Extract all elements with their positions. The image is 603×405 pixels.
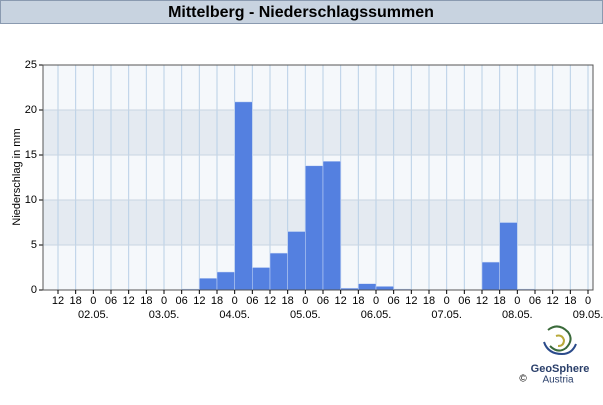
x-date-label: 08.05. <box>502 309 533 321</box>
x-date-label: 04.05. <box>219 309 250 321</box>
x-tick-label: 12 <box>52 295 64 307</box>
x-tick-label: 06 <box>458 295 470 307</box>
x-tick-label: 12 <box>405 295 417 307</box>
logo-icon <box>555 334 566 347</box>
plot-border <box>42 64 594 291</box>
x-tick-label: 0 <box>232 295 238 307</box>
logo-name: GeoSphere <box>531 363 590 375</box>
x-tick-label: 0 <box>373 295 379 307</box>
bar <box>481 261 500 291</box>
logo-icon <box>547 325 572 352</box>
x-tick-label: 18 <box>564 295 576 307</box>
x-tick-label: 06 <box>176 295 188 307</box>
x-tick-label: 0 <box>514 295 520 307</box>
x-tick-label: 18 <box>282 295 294 307</box>
bar <box>252 267 271 291</box>
bar <box>287 231 306 291</box>
x-tick-label: 12 <box>193 295 205 307</box>
x-date-label: 07.05. <box>431 309 462 321</box>
y-tick-label: 20 <box>25 104 37 116</box>
grid-band <box>43 110 593 155</box>
x-tick-label: 06 <box>388 295 400 307</box>
bar <box>499 222 518 291</box>
x-tick-label: 0 <box>585 295 591 307</box>
bar <box>216 271 235 291</box>
x-tick-label: 12 <box>264 295 276 307</box>
x-date-label: 09.05. <box>573 309 603 321</box>
x-tick-label: 18 <box>494 295 506 307</box>
x-tick-label: 0 <box>302 295 308 307</box>
x-tick-label: 06 <box>105 295 117 307</box>
x-tick-label: 12 <box>547 295 559 307</box>
x-date-label: 05.05. <box>290 309 321 321</box>
x-tick-label: 12 <box>123 295 135 307</box>
bar <box>234 101 253 291</box>
x-tick-label: 12 <box>476 295 488 307</box>
y-axis-label: Niederschlag in mm <box>11 128 23 225</box>
y-tick-label: 0 <box>31 284 37 296</box>
logo-icon <box>543 341 577 356</box>
x-date-label: 02.05. <box>78 309 109 321</box>
x-date-label: 06.05. <box>361 309 392 321</box>
bar <box>358 283 377 291</box>
y-tick-label: 5 <box>31 239 37 251</box>
x-tick-label: 18 <box>423 295 435 307</box>
x-tick-label: 12 <box>335 295 347 307</box>
bar <box>375 286 394 291</box>
bar <box>269 252 288 291</box>
x-tick-label: 18 <box>70 295 82 307</box>
x-tick-label: 0 <box>161 295 167 307</box>
x-tick-label: 18 <box>140 295 152 307</box>
x-tick-label: 0 <box>444 295 450 307</box>
logo: GeoSphere Austria © <box>519 325 590 386</box>
x-tick-label: 18 <box>352 295 364 307</box>
x-tick-label: 06 <box>317 295 329 307</box>
x-tick-label: 06 <box>529 295 541 307</box>
x-tick-label: 18 <box>211 295 223 307</box>
y-tick-label: 10 <box>25 194 37 206</box>
bar <box>199 278 218 291</box>
bar <box>305 165 324 291</box>
x-tick-label: 06 <box>246 295 258 307</box>
bar <box>322 161 341 291</box>
chart-title: Mittelberg - Niederschlagssummen <box>168 4 434 21</box>
logo-sub: Austria <box>542 375 574 386</box>
x-tick-label: 0 <box>90 295 96 307</box>
copyright: © <box>519 374 527 385</box>
x-date-label: 03.05. <box>149 309 180 321</box>
y-tick-label: 25 <box>25 59 37 71</box>
y-tick-label: 15 <box>25 149 37 161</box>
